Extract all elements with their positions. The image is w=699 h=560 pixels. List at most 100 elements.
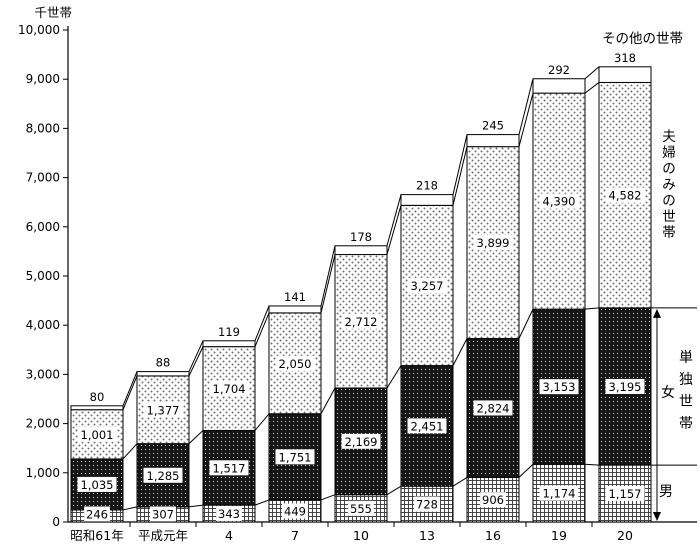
segment-connector-line [254, 413, 270, 431]
value-label-couple-only: 4,582 [609, 189, 642, 203]
x-category-label: 10 [353, 528, 369, 543]
segment-connector-line [518, 92, 534, 147]
value-label-box [605, 187, 645, 203]
value-label-box [473, 400, 513, 416]
value-label-female-single: 1,517 [213, 461, 246, 475]
x-category-label: 4 [225, 528, 233, 543]
annotation-male: 男 [659, 484, 673, 500]
x-category-label: 昭和61年 [70, 528, 123, 543]
segment-connector-line [518, 463, 534, 478]
value-label-box [209, 460, 249, 476]
value-label-box [348, 500, 374, 516]
segment-connector-line [122, 506, 138, 511]
y-tick-label: 4,000 [26, 318, 60, 332]
segment-connector-line [122, 375, 138, 410]
value-label-box [341, 433, 381, 449]
y-tick-label: 9,000 [26, 72, 60, 86]
x-category-label: 19 [551, 528, 567, 543]
y-tick-label: 10,000 [18, 23, 60, 37]
segment-connector-line [254, 305, 270, 341]
segment-connector-line [320, 387, 336, 414]
value-label-other-households: 318 [614, 51, 636, 65]
bar-segment-other-households [268, 305, 322, 314]
x-category-label: 20 [617, 528, 633, 543]
value-label-box [605, 378, 645, 394]
y-tick-label: 7,000 [26, 171, 60, 185]
value-label-couple-only: 3,257 [411, 279, 444, 293]
value-label-male-single: 906 [482, 493, 504, 507]
value-label-box [605, 486, 645, 502]
segment-connector-line [518, 308, 534, 339]
value-label-couple-only: 4,390 [543, 195, 576, 209]
segment-connector-line [188, 340, 204, 372]
value-label-box [84, 506, 110, 522]
arrowhead-down-icon [653, 512, 661, 521]
segment-connector-line [122, 371, 138, 406]
value-label-box [539, 485, 579, 501]
value-label-female-single: 1,035 [81, 478, 114, 492]
segment-connector-line [320, 494, 336, 501]
value-label-female-single: 2,824 [477, 401, 510, 415]
y-tick-label: 0 [52, 515, 60, 529]
x-category-label: 13 [419, 528, 435, 543]
value-label-male-single: 728 [416, 498, 438, 512]
segment-connector-line [386, 205, 402, 255]
value-label-male-single: 1,174 [543, 487, 576, 501]
segment-connector-line [320, 254, 336, 314]
segment-connector-line [584, 66, 600, 80]
value-label-box [414, 496, 440, 512]
value-label-other-households: 119 [218, 325, 240, 339]
y-tick-label: 6,000 [26, 220, 60, 234]
segment-connector-line [452, 338, 468, 366]
value-label-female-single: 2,451 [411, 419, 444, 433]
value-label-box [143, 467, 183, 483]
segment-connector-line [386, 365, 402, 389]
segment-connector-line [584, 82, 600, 94]
value-label-box [480, 492, 506, 508]
bar-segment-other-households [598, 66, 652, 83]
bar-segment-other-households [466, 134, 520, 148]
value-label-box [539, 379, 579, 395]
y-tick-label: 5,000 [26, 269, 60, 283]
bar-segment-other-households [136, 371, 190, 377]
bar-segment-other-households [202, 340, 256, 348]
bar-segment-other-households [400, 194, 454, 206]
value-label-couple-only: 1,377 [147, 403, 180, 417]
value-label-box [77, 426, 117, 442]
segment-connector-line [188, 504, 204, 508]
value-label-box [407, 418, 447, 434]
value-label-male-single: 1,157 [609, 487, 642, 501]
value-label-male-single: 246 [86, 508, 108, 522]
segment-connector-line [188, 430, 204, 445]
value-label-couple-only: 1,704 [213, 382, 246, 396]
y-axis-title: 千世帯 [34, 5, 72, 20]
segment-connector-line [386, 194, 402, 246]
x-category-label: 16 [485, 528, 501, 543]
value-label-box [341, 313, 381, 329]
value-label-couple-only: 1,001 [81, 428, 114, 442]
value-label-box [143, 402, 183, 418]
chart-layer: 0 1,000 2,000 3,000 4,000 5,000 6,000 7,000 8,00… [18, 23, 697, 543]
annotation-other-households: その他の世帯 [602, 31, 683, 47]
value-label-box [216, 506, 242, 522]
value-label-female-single: 3,195 [609, 380, 642, 394]
annotation-female: 女 [661, 384, 675, 401]
value-label-male-single: 307 [152, 508, 174, 522]
value-label-couple-only: 2,712 [345, 315, 378, 329]
value-label-female-single: 3,153 [543, 380, 576, 394]
x-category-label: 7 [291, 528, 299, 543]
bar-segment-other-households [532, 78, 586, 94]
segment-connector-line [518, 78, 534, 135]
segment-connector-line [254, 312, 270, 347]
y-tick-label: 2,000 [26, 417, 60, 431]
value-label-box [275, 355, 315, 371]
y-tick-label: 3,000 [26, 367, 60, 381]
value-label-male-single: 449 [284, 504, 306, 518]
annotation-single-households: 単独世帯 [679, 350, 693, 432]
bar-segment-other-households [334, 245, 388, 256]
value-label-box [407, 277, 447, 293]
segment-connector-line [584, 307, 600, 310]
y-tick-label: 8,000 [26, 121, 60, 135]
